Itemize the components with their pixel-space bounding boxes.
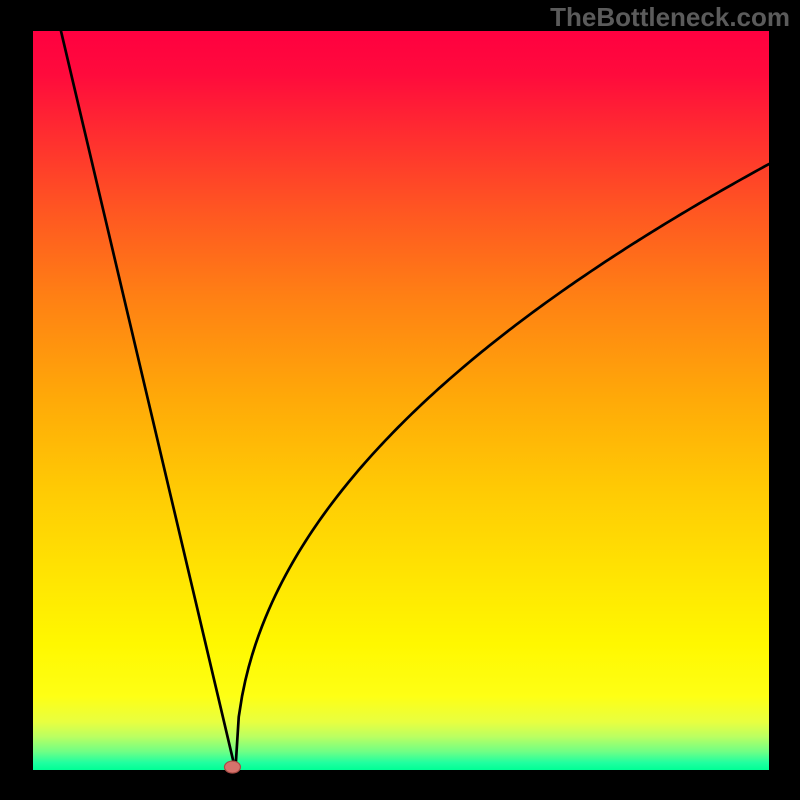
bottleneck-curve: [61, 31, 769, 770]
curve-layer: [33, 31, 769, 770]
plot-area: [33, 31, 769, 770]
watermark-text: TheBottleneck.com: [550, 2, 790, 33]
optimal-point-marker: [224, 761, 240, 773]
chart-container: TheBottleneck.com: [0, 0, 800, 800]
